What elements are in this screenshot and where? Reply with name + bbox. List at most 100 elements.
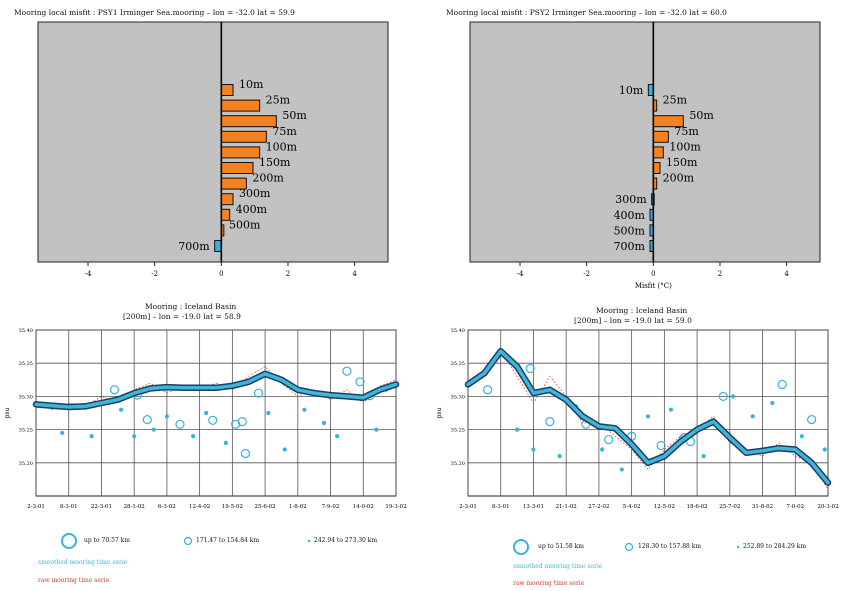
- x-tick-label: 12-4-02: [189, 504, 210, 510]
- bar-label-700m: 700m: [178, 240, 210, 253]
- scatter-point: [190, 434, 196, 439]
- y-tick-label: 35.30: [451, 394, 465, 400]
- scatter-point: [60, 430, 65, 436]
- chart-4-title: Mooring : Iceland Basin: [596, 306, 688, 315]
- bar-label-25m: 25m: [266, 94, 291, 107]
- bar-10m: [220, 84, 234, 96]
- scatter-point: [355, 377, 365, 387]
- x-tick-label: 2-3-01: [459, 504, 477, 510]
- x-tick-label: 4: [784, 270, 789, 278]
- x-tick-label: 19-5-02: [222, 504, 243, 510]
- legend-2-entry-1: up to 51.58 km: [538, 543, 584, 550]
- bar-label-50m: 50m: [689, 109, 714, 122]
- scatter-point: [799, 434, 804, 439]
- scatter-point: [204, 410, 209, 416]
- y-axis-label: psu: [436, 407, 443, 418]
- x-tick-label: 13-3-01: [523, 504, 544, 510]
- x-tick-label: -4: [517, 270, 524, 278]
- bar-label-200m: 200m: [663, 172, 695, 185]
- x-tick-label: 31-8-02: [752, 504, 773, 510]
- bar-label-50m: 50m: [282, 109, 307, 122]
- legend-2-circle-medium: [624, 542, 634, 552]
- x-tick-label: 6-3-02: [158, 504, 176, 510]
- scatter-point: [514, 427, 520, 432]
- scatter-point: [619, 467, 624, 472]
- scatter-point: [701, 454, 706, 459]
- x-tick-label: 0: [219, 270, 223, 278]
- scatter-point: [109, 385, 120, 395]
- scatter-point: [237, 417, 247, 427]
- x-tick-label: 2: [718, 270, 722, 278]
- legend-1-circle-medium: [183, 536, 193, 546]
- chart-1-title: Mooring local misfit : PSY1 Irminger Sea…: [14, 8, 295, 17]
- scatter-point: [531, 447, 536, 452]
- x-tick-label: 19-3-02: [385, 504, 406, 510]
- x-tick-label: 27-2-02: [588, 504, 609, 510]
- x-tick-label: 2-3-01: [27, 504, 45, 510]
- plot-area: [467, 329, 829, 497]
- x-tick-label: 8-3-01: [492, 504, 510, 510]
- scatter-point: [770, 400, 775, 406]
- x-axis-label: Misfit (°C): [635, 282, 672, 290]
- bar-label-300m: 300m: [615, 193, 647, 206]
- x-tick-label: 14-0-02: [353, 504, 374, 510]
- x-tick-label: 8-3-01: [60, 504, 78, 510]
- x-tick-label: 4: [352, 270, 357, 278]
- scatter-point: [483, 385, 493, 395]
- raw-series-line: [467, 349, 829, 490]
- y-tick-label: 35.40: [451, 328, 465, 334]
- x-tick-label: 25-7-02: [719, 504, 740, 510]
- scatter-point: [557, 454, 562, 459]
- scatter-point: [656, 440, 666, 451]
- scatter-point: [822, 447, 827, 452]
- bar-label-75m: 75m: [272, 125, 297, 138]
- x-tick-label: -2: [151, 270, 158, 278]
- scatter-point: [240, 448, 251, 459]
- legend-2-circle-small: [736, 545, 740, 549]
- bar-label-400m: 400m: [614, 209, 646, 222]
- x-tick-label: -4: [85, 270, 92, 278]
- x-tick-label: 18-6-02: [686, 504, 707, 510]
- chart-2-title: Mooring local misfit : PSY2 Irminger Sea…: [446, 8, 727, 17]
- legend-2-smoothed: smoothed mooring time serie: [513, 563, 603, 570]
- legend-1-entry-2: 171.47 to 154.84 km: [196, 537, 260, 544]
- y-tick-label: 35.20: [451, 461, 465, 467]
- legend-1-circle-small: [307, 539, 311, 543]
- legend-1-smoothed: smoothed mooring time serie: [38, 559, 128, 566]
- scatter-point: [223, 440, 228, 445]
- plot-area: [35, 329, 397, 497]
- legend-2-raw: raw mooring time serie: [513, 580, 585, 587]
- x-tick-label: 0: [651, 270, 655, 278]
- scatter-point: [777, 379, 787, 390]
- legend-2-circle-large: [513, 539, 529, 555]
- y-tick-label: 35.35: [451, 361, 465, 367]
- bar-label-400m: 400m: [236, 203, 268, 216]
- scatter-point: [175, 419, 185, 429]
- smoothed-series-line: [34, 372, 398, 409]
- bar-label-10m: 10m: [619, 84, 644, 97]
- x-tick-label: 25-6-02: [254, 504, 275, 510]
- y-tick-label: 35.25: [451, 428, 465, 434]
- legend-1-circle-large: [61, 533, 77, 549]
- bar-label-500m: 500m: [614, 224, 646, 237]
- bar-300m: [220, 193, 234, 206]
- scatter-point: [266, 410, 271, 416]
- scatter-point: [132, 434, 137, 439]
- legend-2-entry-3: 252.89 to 284.29 km: [743, 543, 807, 550]
- y-tick-label: 35.25: [19, 428, 33, 434]
- bar-75m: [220, 130, 267, 143]
- scatter-point: [89, 434, 94, 439]
- legend-1-raw: raw mooring time serie: [38, 577, 110, 584]
- plot-area: [469, 21, 821, 263]
- bar-50m: [220, 115, 277, 128]
- scatter-point: [321, 420, 327, 426]
- bar-label-75m: 75m: [674, 125, 699, 138]
- scatter-point: [118, 407, 124, 412]
- bar-label-200m: 200m: [252, 172, 284, 185]
- scatter-point: [374, 427, 379, 432]
- x-tick-label: 2: [286, 270, 290, 278]
- y-tick-label: 35.20: [19, 461, 33, 467]
- scatter-point: [600, 447, 605, 452]
- x-tick-label: 5-4-02: [623, 504, 641, 510]
